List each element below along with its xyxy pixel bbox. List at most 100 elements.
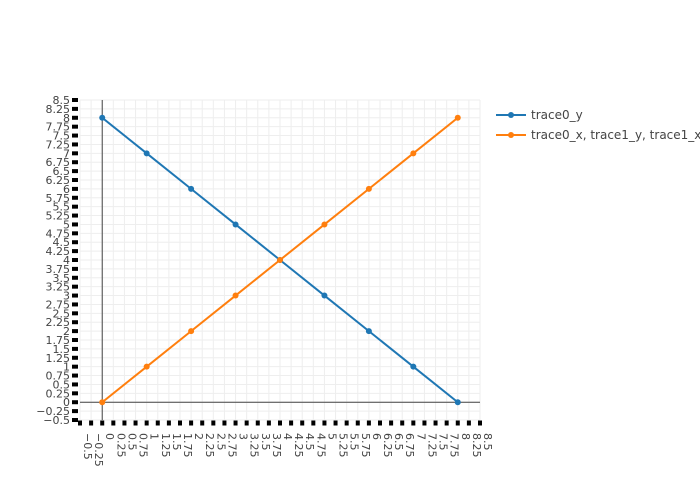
y-tick-label: 3.75: [46, 263, 71, 276]
y-tick-mark: [72, 418, 78, 422]
y-tick-mark: [72, 293, 78, 298]
tick-marks: [72, 98, 482, 426]
x-tick-mark: [378, 420, 382, 426]
x-tick-mark: [444, 420, 449, 426]
y-tick-mark: [72, 178, 78, 182]
series-2: [99, 114, 461, 406]
x-tick-label: 6.75: [403, 433, 416, 458]
y-tick-mark: [72, 124, 78, 129]
data-point: [321, 292, 328, 299]
x-tick-label: 0.25: [114, 433, 127, 458]
y-tick-mark: [72, 391, 78, 396]
x-tick-label: 3.75: [270, 433, 283, 458]
y-tick-mark: [72, 302, 78, 307]
x-tick-label: 2: [192, 433, 205, 440]
y-tick-mark: [72, 373, 78, 378]
data-point: [365, 185, 372, 192]
data-point: [99, 399, 106, 406]
x-tick-mark: [144, 420, 149, 426]
y-tick-mark: [72, 258, 78, 262]
x-tick-mark: [166, 420, 171, 426]
y-tick-label: 4.5: [53, 236, 71, 249]
y-tick-mark: [72, 151, 78, 156]
x-tick-label: −0.25: [92, 433, 105, 467]
y-tick-label: 5.25: [46, 210, 71, 223]
y-tick-label: 1.5: [53, 343, 71, 356]
x-tick-label: 1.75: [181, 433, 194, 458]
x-tick-label: −0.5: [81, 433, 94, 460]
x-tick-label: 5.75: [359, 433, 372, 458]
x-tick-label: 5: [325, 433, 338, 440]
y-tick-label: 5.75: [46, 192, 71, 205]
y-tick-label: 2.25: [46, 316, 71, 329]
y-tick-label: 2.75: [46, 298, 71, 311]
data-point: [143, 150, 150, 157]
x-tick-label: 3: [237, 433, 250, 440]
data-point: [143, 363, 150, 370]
y-tick-mark: [72, 355, 78, 360]
legend-item-1[interactable]: trace0_y: [496, 108, 583, 122]
x-tick-mark: [222, 420, 227, 426]
x-tick-mark: [355, 420, 360, 426]
y-tick-label: 1.25: [46, 352, 71, 365]
data-point: [99, 114, 106, 121]
x-tick-label: 4.75: [314, 433, 327, 458]
y-tick-label: −0.25: [36, 405, 70, 418]
y-tick-label: 0: [63, 396, 70, 409]
y-tick-label: 6.5: [53, 165, 71, 178]
x-tick-label: 2.75: [225, 433, 238, 458]
x-tick-label: 3.5: [259, 433, 272, 451]
x-tick-label: 2.5: [214, 433, 227, 451]
y-tick-mark: [72, 204, 78, 209]
legend-item-2[interactable]: trace0_x, trace1_y, trace1_x: [496, 128, 700, 142]
y-tick-mark: [72, 284, 78, 289]
x-tick-label: 7: [414, 433, 427, 440]
x-tick-label: 0: [103, 433, 116, 440]
data-point: [454, 114, 461, 121]
series-layer: [99, 114, 461, 406]
y-tick-label: 2.5: [53, 307, 71, 320]
y-tick-label: 5.5: [53, 201, 71, 214]
x-tick-mark: [178, 420, 182, 426]
data-point: [410, 363, 417, 370]
x-tick-mark: [389, 420, 394, 426]
x-tick-mark: [200, 420, 205, 426]
x-tick-mark: [89, 420, 94, 426]
x-tick-mark: [289, 420, 294, 426]
x-tick-label: 0.75: [137, 433, 150, 458]
y-tick-label: 7.5: [53, 130, 71, 143]
x-tick-mark: [233, 420, 238, 426]
y-tick-label: 8: [63, 112, 70, 125]
data-point: [232, 221, 239, 228]
x-tick-mark: [366, 420, 371, 426]
x-tick-mark: [466, 420, 471, 426]
x-tick-mark: [300, 420, 305, 426]
y-tick-labels: −0.5−0.2500.250.50.7511.251.51.7522.252.…: [36, 94, 70, 427]
y-tick-mark: [72, 160, 78, 165]
legend-label: trace0_x, trace1_y, trace1_x: [531, 128, 700, 142]
x-tick-mark: [100, 420, 105, 426]
x-tick-mark: [311, 420, 316, 426]
data-point: [188, 185, 195, 192]
x-tick-label: 6.5: [392, 433, 405, 451]
y-tick-label: 7.25: [46, 138, 71, 151]
x-tick-mark: [478, 420, 482, 426]
x-tick-mark: [322, 420, 327, 426]
y-tick-label: 7: [63, 147, 70, 160]
y-tick-label: 3.25: [46, 281, 71, 294]
data-point: [365, 328, 372, 335]
legend[interactable]: trace0_y trace0_x, trace1_y, trace1_x: [496, 108, 700, 142]
x-tick-mark: [211, 420, 216, 426]
y-tick-mark: [72, 98, 78, 102]
y-tick-label: 6.25: [46, 174, 71, 187]
x-tick-mark: [155, 420, 160, 426]
y-tick-mark: [72, 338, 78, 342]
x-tick-mark: [189, 420, 194, 426]
y-tick-label: 6.75: [46, 156, 71, 169]
y-tick-label: 4: [63, 254, 70, 267]
y-tick-mark: [72, 320, 78, 325]
y-tick-mark: [72, 329, 78, 334]
y-tick-label: 7.75: [46, 121, 71, 134]
x-tick-label: 5.25: [337, 433, 350, 458]
